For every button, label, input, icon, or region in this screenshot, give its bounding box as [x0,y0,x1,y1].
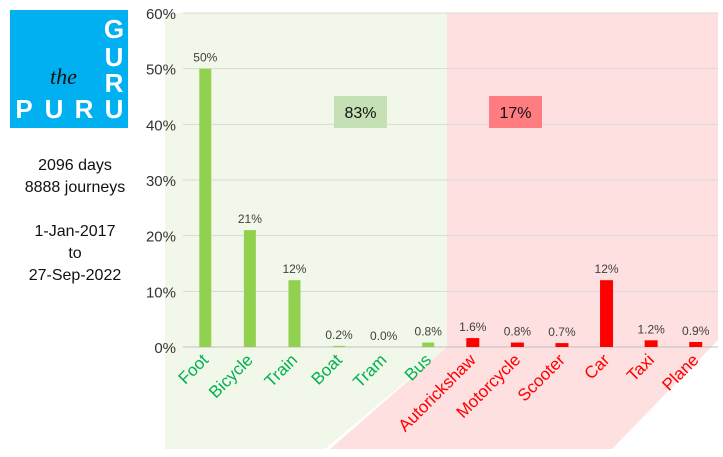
bar-plane [689,341,703,347]
y-tick-label: 50% [146,62,176,79]
y-tick-label: 60% [146,6,176,23]
data-label: 1.6% [459,320,487,334]
logo-letter: U [104,94,124,124]
data-label: 0.0% [370,329,398,343]
bar-car [600,280,614,347]
days-count: 2096 days [38,157,112,174]
bar-foot [199,68,212,348]
logo-letter: U [104,42,124,72]
bar-autorickshaw [466,338,480,347]
green-total-box [334,96,387,128]
y-tick-label: 0% [154,340,176,357]
data-label: 21% [238,212,262,226]
red-total-label: 17% [499,105,531,122]
data-label: 0.8% [504,325,532,339]
data-label: 50% [193,51,217,65]
red-region-background [330,13,718,449]
bar-boat [333,345,346,347]
bar-taxi [644,340,658,347]
to-word: to [68,245,82,262]
logo-letter: R [104,68,124,98]
summary-info: 2096 days 8888 journeys 1-Jan-2017 to 27… [0,155,150,287]
data-label: 12% [282,262,306,276]
bar-bus [422,342,435,347]
logo-letter: P [15,94,33,124]
y-tick-label: 40% [146,117,176,134]
bar-bicycle [243,230,256,347]
logo-letter: U [44,94,64,124]
data-label: 1.2% [637,322,665,336]
y-tick-label: 30% [146,173,176,190]
data-label: 0.8% [415,325,443,339]
data-label: 0.7% [548,325,576,339]
end-date: 27-Sep-2022 [28,267,122,284]
start-date: 1-Jan-2017 [34,223,116,240]
bar-motorcycle [510,342,524,347]
journeys-count: 8888 journeys [24,179,126,196]
green-total-label: 83% [344,105,376,122]
red-total-box [489,96,542,128]
y-tick-label: 10% [146,284,176,301]
logo-the-text: the [50,64,77,89]
data-label: 12% [595,262,619,276]
y-tick-label: 20% [146,229,176,246]
logo-letter: R [74,94,94,124]
bar-train [288,280,301,347]
bar-scooter [555,343,569,347]
logo-letter: G [103,14,125,44]
data-label: 0.9% [682,324,710,338]
guru-puru-logo: G U R U P U R the [10,10,128,128]
data-label: 0.2% [325,328,353,342]
